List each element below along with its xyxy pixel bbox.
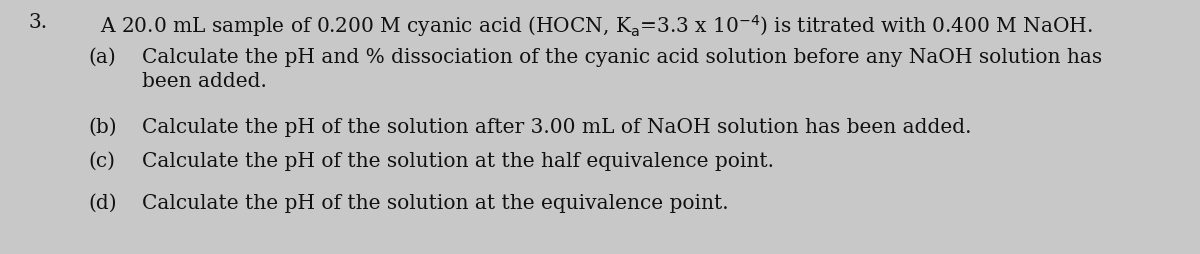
Text: Calculate the pH and % dissociation of the cyanic acid solution before any NaOH : Calculate the pH and % dissociation of t… [142, 48, 1102, 67]
Text: (b): (b) [88, 118, 116, 136]
Text: (a): (a) [88, 48, 115, 67]
Text: A 20.0 mL sample of 0.200 M cyanic acid (HOCN, K$_\mathrm{a}$=3.3 x 10$^{-4}$) i: A 20.0 mL sample of 0.200 M cyanic acid … [100, 13, 1093, 39]
Text: Calculate the pH of the solution at the equivalence point.: Calculate the pH of the solution at the … [142, 193, 728, 212]
Text: been added.: been added. [142, 72, 266, 91]
Text: (d): (d) [88, 193, 116, 212]
Text: 3.: 3. [28, 13, 47, 32]
Text: Calculate the pH of the solution after 3.00 mL of NaOH solution has been added.: Calculate the pH of the solution after 3… [142, 118, 972, 136]
Text: (c): (c) [88, 151, 115, 170]
Text: Calculate the pH of the solution at the half equivalence point.: Calculate the pH of the solution at the … [142, 151, 774, 170]
